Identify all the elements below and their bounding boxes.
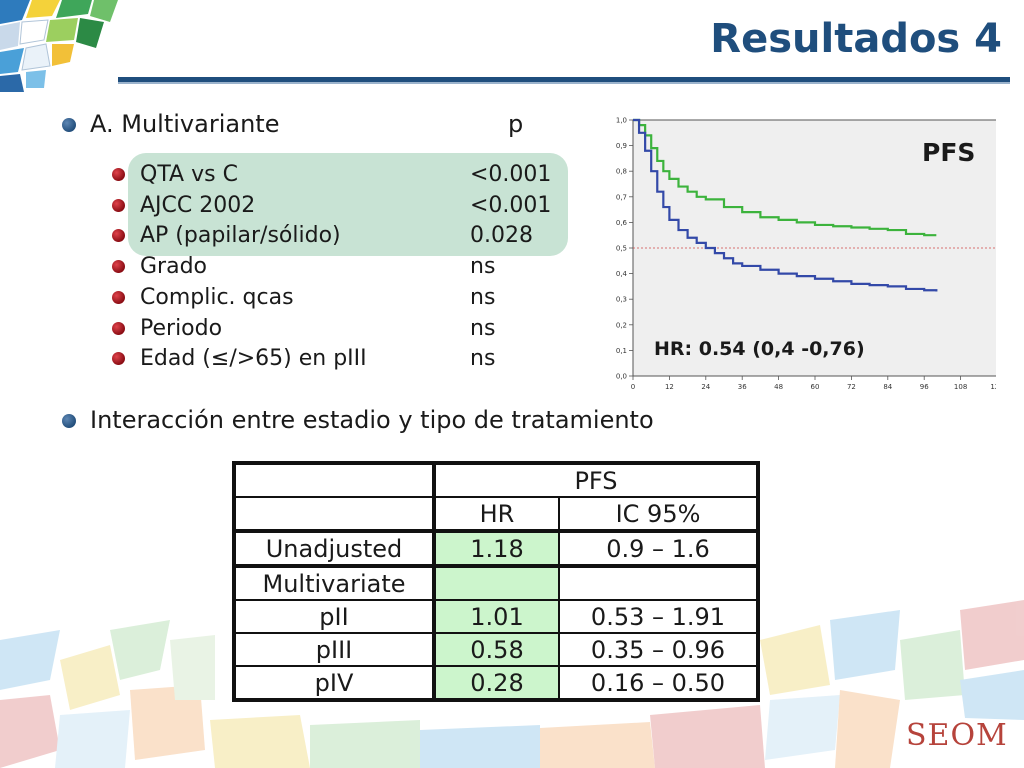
- pfs-kaplan-meier-chart: 0,0 0,1 0,2 0,3 0,4 0,5 0,6 0,7 0,8 0,9 1,0 0 12 24 36…: [616, 117, 996, 391]
- pfs-hr-table: PFS HR IC 95% Unadjusted 1.18 0.9 – 1.6 …: [232, 461, 760, 702]
- factor-p-value: ns: [470, 254, 496, 280]
- factor-row: AJCC 2002 <0.001: [112, 191, 572, 221]
- factor-p-value: <0.001: [470, 162, 552, 187]
- y-tick-label: 0,2: [616, 321, 627, 329]
- factor-p-value: ns: [470, 284, 496, 310]
- title-divider-shadow: [118, 82, 1010, 84]
- slide-title: Resultados 4: [710, 16, 1002, 62]
- table-header-hr: HR: [433, 496, 560, 533]
- factor-row: QTA vs C <0.001: [112, 160, 572, 190]
- factor-row: Edad (≤/>65) en pIII ns: [112, 344, 572, 374]
- factor-row: Periodo ns: [112, 314, 572, 344]
- factor-label: AP (papilar/sólido): [140, 223, 341, 249]
- table-cell-ci: 0.16 – 0.50: [558, 665, 759, 701]
- table-cell-hr: 0.28: [433, 665, 560, 701]
- x-tick-label: 84: [883, 383, 892, 391]
- table-header-ci: IC 95%: [558, 496, 759, 533]
- x-tick-label: 12: [665, 383, 674, 391]
- bullet-icon: [112, 168, 125, 181]
- y-tick-label: 0,6: [616, 219, 628, 227]
- y-tick-label: 0,9: [616, 142, 627, 150]
- y-tick-label: 0,1: [616, 347, 627, 355]
- x-tick-label: 24: [701, 383, 710, 391]
- factor-row: Grado ns: [112, 252, 572, 282]
- table-corner-cell: [233, 462, 436, 498]
- factor-row: AP (papilar/sólido) 0.028: [112, 221, 572, 251]
- x-tick-label: 120: [990, 383, 996, 391]
- factor-label: Complic. qcas: [140, 284, 294, 310]
- survival-curve-green: [633, 118, 937, 237]
- x-tick-label: 96: [920, 383, 929, 391]
- y-tick-label: 0,5: [616, 245, 627, 253]
- seom-logo: SEOM: [906, 718, 1008, 753]
- y-tick-label: 0,4: [616, 270, 628, 278]
- x-tick-label: 0: [631, 383, 635, 391]
- y-tick-label: 0,8: [616, 168, 627, 176]
- factor-label: Grado: [140, 254, 207, 280]
- bullet-icon: [62, 118, 76, 132]
- factor-p-value: <0.001: [470, 192, 552, 218]
- factor-label: AJCC 2002: [140, 192, 256, 218]
- chart-hr-annotation: HR: 0.54 (0,4 -0,76): [654, 338, 865, 360]
- p-value-header: p: [508, 110, 524, 138]
- table-cell-hr: 1.18: [433, 530, 560, 568]
- bullet-icon: [112, 290, 125, 304]
- mosaic-decoration-top: [0, 0, 118, 92]
- table-cell-hr: 0.58: [433, 632, 560, 667]
- bullet-icon: [112, 229, 125, 243]
- table-cell-hr: [433, 565, 560, 601]
- bullet-interaccion: Interacción entre estadio y tipo de trat…: [62, 406, 654, 434]
- factor-p-value: ns: [470, 346, 496, 372]
- x-tick-label: 60: [811, 383, 820, 391]
- table-cell-ci: 0.53 – 1.91: [558, 599, 759, 634]
- bullet-interaccion-label: Interacción entre estadio y tipo de trat…: [90, 406, 654, 434]
- y-tick-label: 1,0: [616, 117, 627, 125]
- x-tick-label: 108: [954, 383, 967, 391]
- survival-curve-blue: [633, 118, 938, 292]
- bullet-icon: [112, 198, 125, 212]
- table-header-pfs: PFS: [433, 462, 759, 498]
- table-row-label: Multivariate: [233, 565, 436, 601]
- mosaic-decoration-bottom: [0, 600, 1024, 768]
- table-corner-cell: [233, 496, 436, 533]
- bullet-icon: [62, 414, 76, 428]
- factor-p-value: ns: [470, 315, 496, 341]
- bullet-multivariante: A. Multivariante: [62, 110, 279, 138]
- bullet-icon: [112, 352, 125, 366]
- table-row-label: pIII: [233, 632, 436, 667]
- x-tick-label: 36: [738, 383, 747, 391]
- y-tick-label: 0,7: [616, 193, 627, 201]
- title-divider: [118, 77, 1010, 82]
- table-row-label: pIV: [233, 665, 436, 701]
- table-row-label: Unadjusted: [233, 530, 436, 568]
- bullet-multivariante-label: A. Multivariante: [90, 110, 280, 138]
- significant-highlight: [128, 153, 568, 256]
- table-cell-ci: [558, 565, 759, 601]
- x-tick-label: 48: [774, 383, 783, 391]
- x-tick-label: 72: [847, 383, 856, 391]
- table-row-label: pII: [233, 599, 436, 634]
- factor-label: Edad (≤/>65) en pIII: [140, 346, 367, 372]
- table-cell-hr: 1.01: [433, 599, 560, 634]
- y-tick-label: 0,0: [616, 373, 627, 381]
- factor-label: QTA vs C: [140, 162, 238, 187]
- table-cell-ci: 0.35 – 0.96: [558, 632, 759, 667]
- y-tick-label: 0,3: [616, 296, 627, 304]
- factor-p-value: 0.028: [470, 223, 533, 249]
- bullet-icon: [112, 260, 125, 274]
- bullet-icon: [112, 321, 125, 335]
- chart-title: PFS: [922, 138, 976, 167]
- factor-row: Complic. qcas ns: [112, 283, 572, 313]
- factor-label: Periodo: [140, 315, 223, 341]
- table-cell-ci: 0.9 – 1.6: [558, 530, 759, 568]
